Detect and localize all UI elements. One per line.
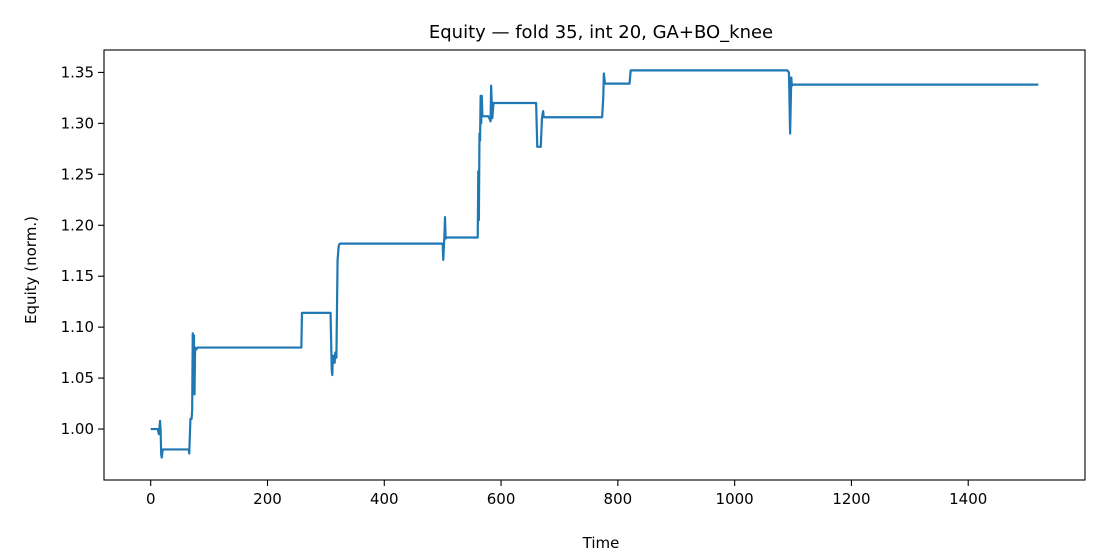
y-tick-label: 1.10 <box>61 318 94 336</box>
x-tick-label: 1400 <box>949 490 987 508</box>
y-tick-label: 1.00 <box>61 420 94 438</box>
y-tick-label: 1.35 <box>61 63 94 81</box>
y-tick-label: 1.05 <box>61 369 94 387</box>
x-tick-label: 0 <box>146 490 156 508</box>
x-axis-label: Time <box>582 534 620 552</box>
chart-title: Equity — fold 35, int 20, GA+BO_knee <box>429 22 773 43</box>
y-tick-label: 1.15 <box>61 267 94 285</box>
x-tick-label: 800 <box>604 490 633 508</box>
x-tick-label: 1200 <box>832 490 870 508</box>
axes: 0 200 400 600 800 1000 1200 1400 1.00 1.05 1.10 1.1… <box>61 49 1086 508</box>
y-tick-label: 1.30 <box>61 114 94 132</box>
x-tick-label: 1000 <box>716 490 754 508</box>
y-axis-label: Equity (norm.) <box>22 216 40 324</box>
x-tick-label: 200 <box>253 490 282 508</box>
plot-area <box>150 69 1039 459</box>
x-tick-label: 600 <box>487 490 516 508</box>
plot-frame <box>103 49 1086 481</box>
y-tick-label: 1.25 <box>61 165 94 183</box>
y-tick-label: 1.20 <box>61 216 94 234</box>
x-tick-label: 400 <box>370 490 399 508</box>
series-line-0 <box>150 69 1039 459</box>
